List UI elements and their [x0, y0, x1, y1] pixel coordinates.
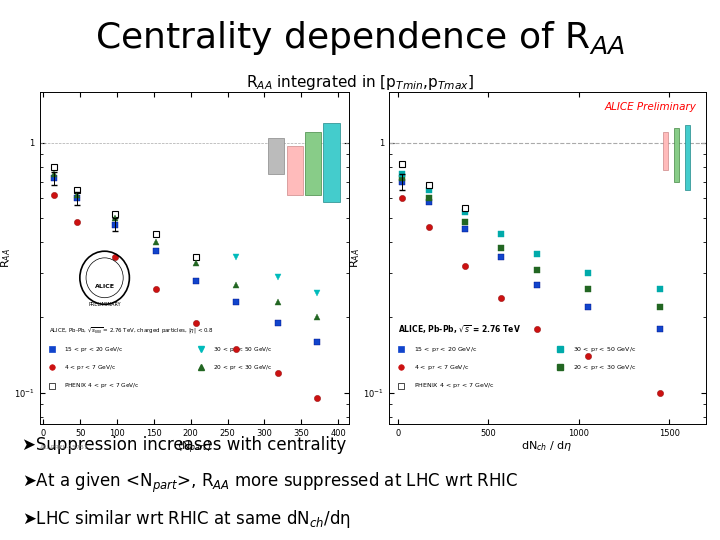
Text: 30 < p$_T$ < 50 GeV/c: 30 < p$_T$ < 50 GeV/c [213, 345, 273, 354]
Text: ALICE: ALICE [94, 284, 114, 288]
X-axis label: dN$_{ch}$ / d$\eta$: dN$_{ch}$ / d$\eta$ [521, 439, 573, 453]
Text: Centrality dependence of R$_{AA}$: Centrality dependence of R$_{AA}$ [95, 19, 625, 57]
Text: 20 < p$_T$ < 30 GeV/c: 20 < p$_T$ < 30 GeV/c [572, 363, 636, 372]
X-axis label: $\langle$N$_{part}$$\rangle$: $\langle$N$_{part}$$\rangle$ [177, 439, 212, 456]
Text: ALICE Preliminary: ALICE Preliminary [604, 102, 696, 112]
Text: 30 < p$_T$ < 50 GeV/c: 30 < p$_T$ < 50 GeV/c [572, 345, 636, 354]
Text: 4 < p$_T$ < 7 GeV/c: 4 < p$_T$ < 7 GeV/c [64, 363, 117, 372]
Text: ➤Suppression increases with centrality: ➤Suppression increases with centrality [22, 436, 346, 455]
Text: ALICE, Pb-Pb, $\sqrt{s_{NN}}$ = 2.76 TeV, charged particles, |$\eta$| < 0.8: ALICE, Pb-Pb, $\sqrt{s_{NN}}$ = 2.76 TeV… [49, 326, 214, 336]
Y-axis label: R$_{AA}$: R$_{AA}$ [348, 248, 361, 268]
Text: ALI-PREL-15757: ALI-PREL-15757 [40, 445, 89, 450]
Bar [323, 123, 340, 202]
Text: 20 < p$_T$ < 30 GeV/c: 20 < p$_T$ < 30 GeV/c [213, 363, 273, 372]
Text: R$_{AA}$ integrated in [p$_{Tmin}$,p$_{Tmax}$]: R$_{AA}$ integrated in [p$_{Tmin}$,p$_{T… [246, 73, 474, 92]
Text: ALICE, Pb-Pb, $\sqrt{s}$ = 2.76 TeV: ALICE, Pb-Pb, $\sqrt{s}$ = 2.76 TeV [398, 323, 521, 335]
Bar [663, 132, 668, 170]
Bar [674, 127, 680, 181]
Text: PHENIX 4 < p$_T$ < 7 GeV/c: PHENIX 4 < p$_T$ < 7 GeV/c [64, 381, 140, 390]
Bar [685, 125, 690, 190]
Text: 15 < p$_T$ < 20 GeV/c: 15 < p$_T$ < 20 GeV/c [414, 345, 477, 354]
Bar [305, 132, 321, 195]
Text: 4 < p$_T$ < 7 GeV/c: 4 < p$_T$ < 7 GeV/c [414, 363, 469, 372]
Y-axis label: R$_{AA}$: R$_{AA}$ [0, 248, 12, 268]
Text: 15 < p$_T$ < 20 GeV/c: 15 < p$_T$ < 20 GeV/c [64, 345, 124, 354]
Bar [268, 138, 284, 174]
Text: ➤At a given <N$_{part}$>, R$_{AA}$ more suppressed at LHC wrt RHIC: ➤At a given <N$_{part}$>, R$_{AA}$ more … [22, 471, 518, 495]
Bar [287, 146, 302, 195]
Text: PRELIMINARY: PRELIMINARY [89, 302, 121, 307]
Text: ➤LHC similar wrt RHIC at same dN$_{ch}$/dη: ➤LHC similar wrt RHIC at same dN$_{ch}$/… [22, 509, 351, 530]
Text: PHENIX 4 < p$_T$ < 7 GeV/c: PHENIX 4 < p$_T$ < 7 GeV/c [414, 381, 495, 390]
